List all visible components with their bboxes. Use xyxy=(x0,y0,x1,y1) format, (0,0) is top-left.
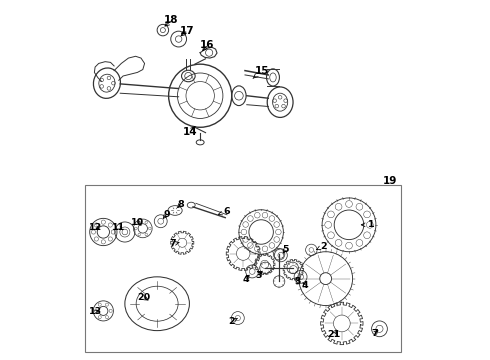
Text: 13: 13 xyxy=(89,307,101,316)
Text: 2: 2 xyxy=(228,317,238,326)
Text: 15: 15 xyxy=(253,66,270,78)
Text: 3: 3 xyxy=(295,276,301,285)
Text: 18: 18 xyxy=(164,15,179,26)
Text: 21: 21 xyxy=(327,330,341,339)
Text: 4: 4 xyxy=(302,281,309,290)
Bar xyxy=(85,185,401,352)
Text: 7: 7 xyxy=(371,329,378,338)
Text: 1: 1 xyxy=(361,220,374,229)
Text: 14: 14 xyxy=(183,126,198,136)
Text: 4: 4 xyxy=(243,275,249,284)
Text: 2: 2 xyxy=(317,242,326,251)
Text: 9: 9 xyxy=(163,210,170,219)
Text: 17: 17 xyxy=(180,26,194,36)
Text: 5: 5 xyxy=(282,246,289,255)
Text: 3: 3 xyxy=(255,270,262,279)
Text: 11: 11 xyxy=(112,223,125,232)
Text: 12: 12 xyxy=(89,223,102,232)
Text: 6: 6 xyxy=(219,207,230,216)
Text: 10: 10 xyxy=(131,218,144,227)
Text: 8: 8 xyxy=(177,200,184,209)
Text: 20: 20 xyxy=(137,293,150,302)
Text: 16: 16 xyxy=(200,40,215,50)
Text: 19: 19 xyxy=(383,176,397,186)
Text: 7: 7 xyxy=(169,239,179,248)
